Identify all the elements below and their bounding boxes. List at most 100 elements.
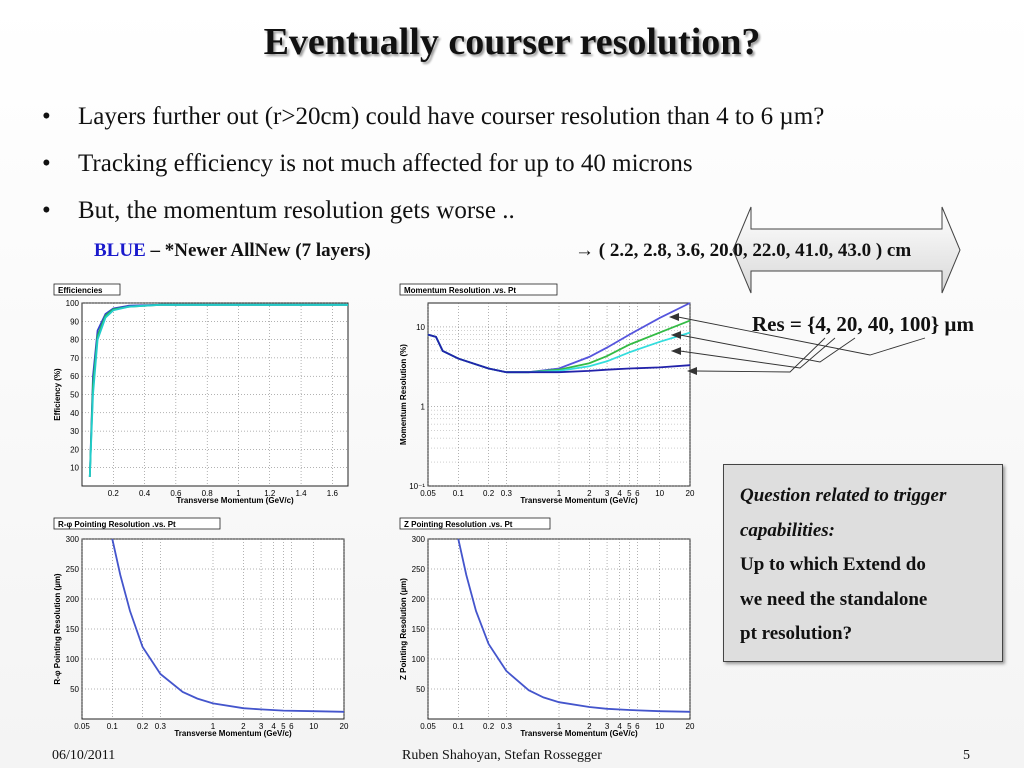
x-tick-label: 10 [655, 489, 664, 498]
y-tick-label: 10⁻¹ [409, 482, 425, 491]
y-axis-label: Momentum Resolution (%) [399, 344, 408, 445]
bullet-icon: • [42, 103, 51, 130]
question-line: capabilities: [740, 519, 835, 541]
x-axis-label: Transverse Momentum (GeV/c) [520, 729, 638, 738]
series-line [457, 538, 691, 713]
x-tick-label: 0.1 [453, 722, 465, 731]
x-tick-label: 0.2 [483, 489, 495, 498]
question-line: Question related to trigger [740, 485, 947, 506]
y-tick-label: 150 [66, 625, 80, 634]
pointer-arrows [669, 313, 926, 375]
y-tick-label: 100 [412, 655, 426, 664]
y-tick-label: 30 [70, 427, 79, 436]
y-tick-label: 250 [66, 565, 80, 574]
x-tick-label: 20 [686, 489, 695, 498]
double-arrow-shape [732, 206, 961, 294]
x-tick-label: 3 [605, 722, 610, 731]
x-tick-label: 4 [617, 722, 622, 731]
y-tick-label: 200 [66, 595, 80, 604]
y-tick-label: 80 [70, 336, 79, 345]
plot-rphi-pointing: R-φ Pointing Resolution .vs. Pt 0.05 0.1 0.… [53, 517, 349, 738]
radii-outer: 20.0, 22.0, 41.0, 43.0 [709, 240, 872, 261]
y-tick-label: 50 [416, 685, 425, 694]
legend-line: BLUE – *Newer AllNew (7 layers) [94, 240, 371, 262]
x-tick-label: 0.1 [107, 722, 119, 731]
y-axis-label: Z Pointing Resolution (µm) [399, 578, 408, 680]
x-tick-label: 0.3 [501, 722, 513, 731]
y-tick-label: 40 [70, 409, 79, 418]
series-line [427, 333, 691, 374]
y-tick-label: 100 [66, 299, 80, 308]
x-tick-label: 0.2 [483, 722, 495, 731]
y-tick-label: 50 [70, 685, 79, 694]
plot-title-box [53, 283, 121, 296]
x-tick-label: 0.3 [501, 489, 513, 498]
plot-title: Momentum Resolution .vs. Pt [404, 286, 516, 295]
plot-title: Efficiencies [58, 286, 103, 295]
x-tick-label: 4 [617, 489, 622, 498]
y-tick-label: 200 [412, 595, 426, 604]
footer-date: 06/10/2011 [52, 748, 116, 763]
x-tick-label: 1 [211, 722, 216, 731]
x-tick-label: 0.2 [108, 489, 120, 498]
x-tick-label: 0.6 [170, 489, 182, 498]
x-tick-label: 6 [635, 722, 640, 731]
blue-word: BLUE [94, 240, 146, 261]
bullet-icon: • [42, 197, 51, 224]
x-tick-label: 10 [309, 722, 318, 731]
question-box: Question related to trigger capabilities… [723, 464, 1003, 662]
plot-title: Z Pointing Resolution .vs. Pt [404, 520, 513, 529]
x-tick-label: 6 [635, 489, 640, 498]
plot-title-box [399, 517, 551, 530]
x-tick-label: 1.2 [264, 489, 276, 498]
bullet-text: But, the momentum resolution gets worse … [78, 197, 515, 224]
y-tick-label: 50 [70, 391, 79, 400]
y-tick-label: 300 [412, 535, 426, 544]
plot-title: R-φ Pointing Resolution .vs. Pt [58, 520, 176, 529]
y-tick-label: 20 [70, 445, 79, 454]
plot-title-box [399, 283, 558, 296]
x-tick-label: 0.05 [420, 722, 436, 731]
pointer-line [695, 337, 826, 373]
bullet-icon: • [42, 150, 51, 177]
footer-authors: Ruben Shahoyan, Stefan Rossegger [402, 748, 602, 763]
x-tick-label: 6 [289, 722, 294, 731]
x-tick-label: 10 [655, 722, 664, 731]
y-tick-label: 150 [412, 625, 426, 634]
x-tick-label: 1 [557, 722, 562, 731]
y-axis-label: Efficiency (%) [53, 368, 62, 421]
x-axis-label: Transverse Momentum (GeV/c) [176, 496, 294, 505]
question-body: Up to which Extend do [740, 554, 926, 575]
bullet-text: Layers further out (r>20cm) could have c… [78, 103, 825, 130]
x-tick-label: 1.4 [295, 489, 307, 498]
x-tick-label: 20 [686, 722, 695, 731]
plot-z-pointing: Z Pointing Resolution .vs. Pt 0.05 0.1 0.2 0… [399, 517, 695, 738]
radii-suffix: ) cm [871, 240, 912, 261]
x-tick-label: 2 [587, 489, 592, 498]
radii-prefix: → ( 2.2, 2.8, 3.6, [575, 240, 710, 261]
pointer-line [679, 337, 836, 369]
bullet-list: • Layers further out (r>20cm) could have … [40, 98, 824, 239]
series-line [111, 538, 345, 713]
x-tick-label: 0.4 [139, 489, 151, 498]
x-tick-label: 3 [259, 722, 264, 731]
plot-momentum-resolution: Momentum Resolution .vs. Pt 0.05 0.1 0.2 0.3… [399, 283, 695, 505]
radii-label: → ( 2.2, 2.8, 3.6, 20.0, 22.0, 41.0, 43.… [575, 240, 911, 262]
x-tick-label: 4 [271, 722, 276, 731]
x-tick-label: 1 [236, 489, 241, 498]
x-tick-label: 0.2 [137, 722, 149, 731]
plot-title-box [53, 517, 221, 530]
y-tick-label: 90 [70, 317, 79, 326]
bullet-item: • Tracking efficiency is not much affecte… [40, 145, 824, 192]
x-tick-label: 3 [605, 489, 610, 498]
plot-efficiencies: Efficiencies 0.2 0.4 0.6 0.8 1 1.2 1.4 1.6 10 20 30… [53, 283, 349, 505]
x-tick-label: 20 [340, 722, 349, 731]
y-tick-label: 70 [70, 354, 79, 363]
question-body: we need the standalone [740, 588, 928, 610]
x-tick-label: 0.05 [420, 489, 436, 498]
x-tick-label: 5 [627, 489, 632, 498]
x-axis-label: Transverse Momentum (GeV/c) [520, 496, 638, 505]
y-tick-label: 10 [70, 464, 79, 473]
x-tick-label: 5 [281, 722, 286, 731]
slide-title: Eventually courser resolution? [263, 21, 761, 63]
